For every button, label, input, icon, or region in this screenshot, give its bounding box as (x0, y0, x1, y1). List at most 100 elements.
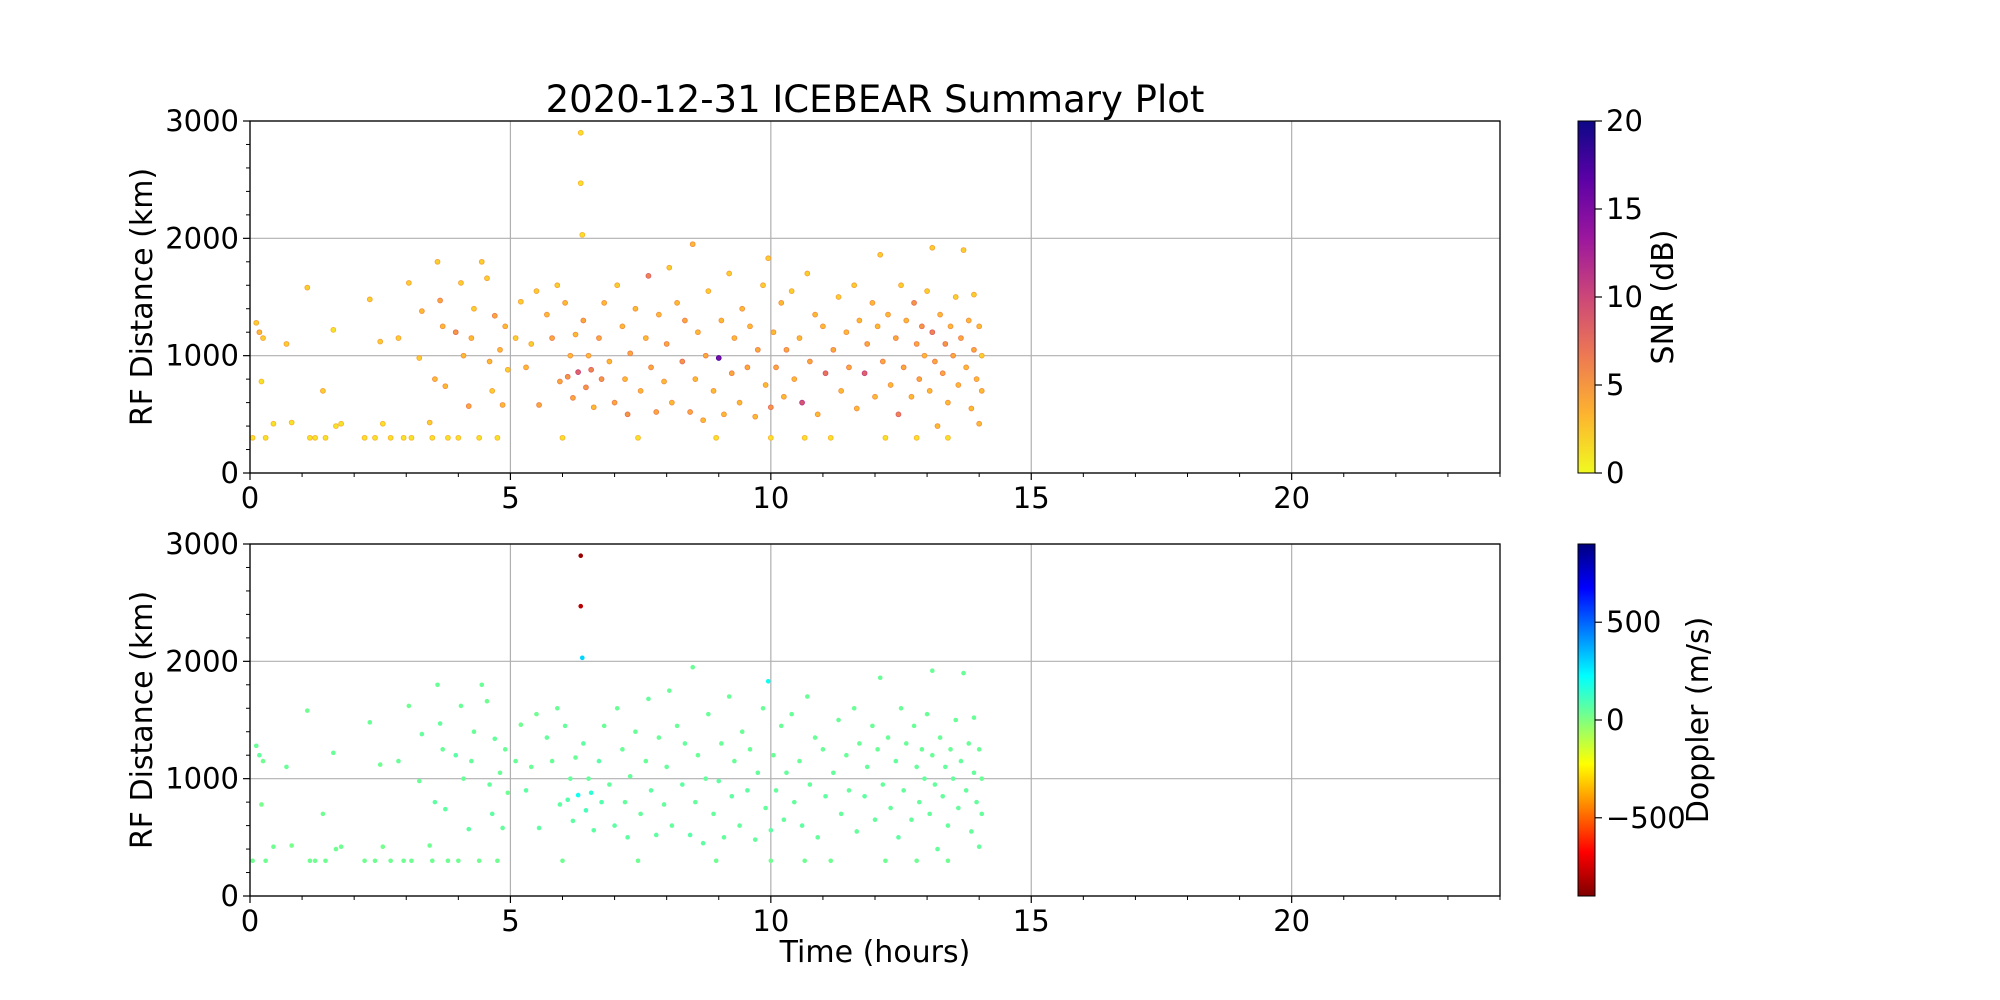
doppler-point (974, 799, 979, 805)
snr-point (497, 346, 503, 353)
doppler-point (429, 858, 435, 864)
snr-point (307, 434, 313, 441)
snr-point (747, 323, 753, 330)
snr-point (460, 352, 467, 359)
snr-point (583, 384, 589, 391)
snr-point (846, 364, 852, 371)
snr-point (812, 311, 818, 318)
doppler-point (791, 799, 797, 805)
snr-point (642, 335, 649, 341)
snr-point (760, 282, 766, 289)
doppler-point (312, 858, 318, 864)
doppler-point (435, 682, 440, 688)
doppler-point (437, 721, 443, 726)
doppler-point (945, 858, 951, 864)
snr-point (851, 282, 858, 289)
snr-point (486, 358, 493, 365)
snr-point (635, 434, 641, 441)
snr-point (549, 335, 555, 341)
doppler-point (635, 858, 641, 864)
snr-point (869, 300, 876, 306)
doppler-point (461, 776, 466, 781)
doppler-point (911, 723, 917, 729)
snr-point (494, 434, 501, 441)
snr-point (588, 366, 594, 373)
snr-panel-x-tick-label: 0 (241, 481, 259, 515)
snr-point (260, 335, 266, 341)
snr-point (458, 280, 464, 286)
doppler-point (898, 705, 904, 711)
snr-point (661, 378, 667, 385)
doppler-point (427, 843, 432, 848)
snr-panel-grid (249, 120, 1500, 474)
doppler-point (976, 747, 982, 752)
doppler-point (484, 698, 490, 704)
snr-point (903, 317, 910, 324)
doppler-point (620, 747, 625, 752)
doppler-point (479, 682, 485, 688)
snr-point (879, 358, 886, 365)
snr-point (898, 282, 904, 289)
snr-point (978, 388, 985, 394)
snr-point (577, 129, 584, 136)
doppler-panel-y-tick-label: 0 (221, 879, 239, 913)
figure-title: 2020-12-31 ICEBEAR Summary Plot (546, 78, 1205, 121)
doppler-point (560, 858, 565, 864)
snr-point (579, 231, 586, 238)
snr-point (965, 317, 972, 324)
snr-point (877, 251, 884, 258)
doppler-point (713, 858, 719, 864)
snr-point (333, 423, 339, 429)
doppler-point (797, 758, 802, 764)
snr-point (283, 341, 290, 347)
snr-point (304, 284, 311, 291)
doppler-point (846, 788, 852, 793)
snr-point (270, 420, 277, 427)
doppler-point (612, 823, 617, 828)
snr-panel-frame (249, 120, 1501, 474)
doppler-colorbar: −500 0 500 Doppler (m/s) (1577, 543, 1716, 897)
snr-point (929, 244, 936, 251)
doppler-point (880, 782, 886, 787)
snr-panel-y-tick-label: 1000 (165, 339, 239, 373)
snr-point (799, 399, 805, 406)
snr-point (258, 378, 265, 385)
doppler-point (578, 603, 584, 609)
doppler-colorbar-gradient (1577, 543, 1596, 897)
doppler-point (253, 743, 259, 749)
doppler-point (838, 811, 844, 817)
snr-point (736, 399, 743, 406)
doppler-point (661, 802, 667, 807)
snr-point (504, 366, 511, 373)
doppler-point (260, 758, 266, 764)
snr-colorbar-tick-label: 0 (1606, 456, 1624, 490)
snr-point (752, 413, 759, 420)
snr-point (338, 420, 344, 427)
snr-point (468, 335, 475, 341)
doppler-point (979, 776, 985, 781)
snr-point (611, 399, 618, 406)
snr-point (968, 405, 975, 412)
doppler-point (828, 858, 834, 864)
snr-point (728, 370, 735, 377)
doppler-point (682, 741, 688, 746)
snr-point (627, 350, 634, 357)
snr-panel-x-tick-label: 10 (752, 481, 789, 515)
snr-point (679, 358, 686, 365)
doppler-point (409, 858, 414, 864)
snr-point (945, 399, 951, 406)
doppler-point (956, 805, 961, 811)
doppler-point (883, 858, 888, 864)
doppler-point (773, 788, 779, 793)
doppler-point (875, 747, 880, 752)
doppler-point (927, 811, 932, 817)
doppler-point (914, 764, 919, 770)
doppler-panel-y-tick-label: 1000 (165, 762, 239, 796)
doppler-point (596, 758, 602, 764)
snr-point (400, 434, 407, 441)
snr-point (442, 383, 449, 390)
snr-point (976, 420, 983, 427)
doppler-point (573, 755, 578, 760)
doppler-point (513, 758, 518, 764)
snr-point (320, 388, 326, 394)
